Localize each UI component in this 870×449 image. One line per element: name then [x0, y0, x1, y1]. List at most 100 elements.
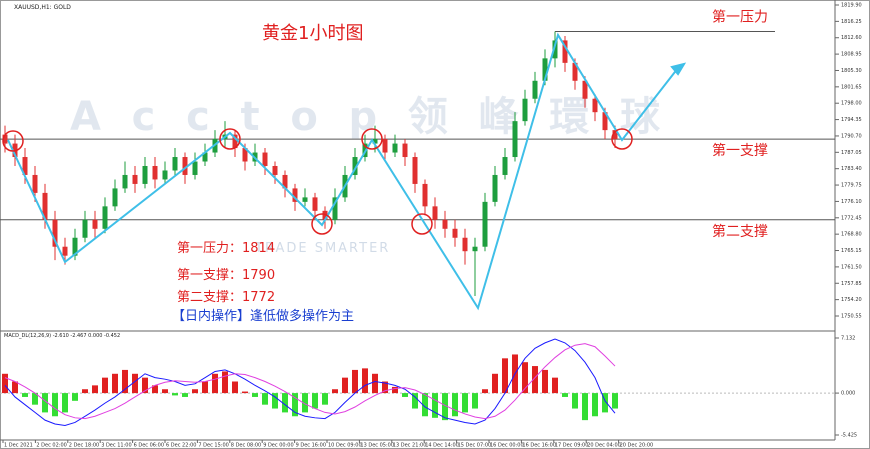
- histogram-bar: [182, 393, 188, 397]
- candle-body: [82, 219, 88, 238]
- histogram-bar: [312, 393, 318, 409]
- y-tick-label: -5.425: [841, 433, 857, 439]
- circle: [411, 213, 433, 235]
- histogram-bar: [552, 377, 558, 394]
- circle: [2, 130, 24, 152]
- candle-body: [172, 157, 178, 171]
- histogram-bar: [132, 373, 138, 394]
- circle: [219, 128, 241, 150]
- histogram-bar: [572, 393, 578, 409]
- histogram-bar: [92, 385, 98, 394]
- histogram-bar: [442, 393, 448, 421]
- histogram-bar: [242, 391, 248, 394]
- zigzag: [7, 32, 679, 311]
- x-tick-label: 16 Dec 00:00: [490, 443, 524, 449]
- x-tick-label: 7 Dec 15:00: [198, 443, 228, 449]
- circle: [611, 128, 633, 150]
- y-tick-label: 1765.15: [841, 248, 862, 254]
- histogram-bar: [272, 393, 278, 409]
- y-tick-label: 1761.50: [841, 264, 862, 270]
- histogram-bar: [612, 393, 618, 409]
- candle-body: [112, 188, 118, 207]
- candle-body: [602, 112, 608, 131]
- candle-body: [52, 219, 58, 247]
- y-tick-label: 1805.30: [841, 68, 862, 74]
- circle: [361, 128, 383, 150]
- histogram-bar: [122, 369, 128, 394]
- histogram-bar: [532, 366, 538, 394]
- histogram-bar: [42, 393, 48, 413]
- histogram-bar: [402, 393, 408, 397]
- level-label: 第一压力: [712, 8, 768, 25]
- candle-body: [592, 98, 598, 113]
- candle-body: [442, 219, 448, 229]
- candle-body: [532, 80, 538, 99]
- histogram-bar: [542, 369, 548, 394]
- x-tick-label: 9 Dec 00:00: [263, 443, 293, 449]
- histogram-bar: [232, 381, 238, 394]
- y-tick-label: 1772.45: [841, 215, 862, 221]
- y-tick-label: 1808.95: [841, 52, 862, 58]
- macd-line: [4, 343, 616, 420]
- histogram-bar: [172, 393, 178, 396]
- circles: [2, 128, 633, 235]
- candle-body: [182, 157, 188, 175]
- candle-body: [282, 174, 288, 189]
- candle-body: [42, 192, 48, 220]
- candle-body: [122, 174, 128, 189]
- strategy-note: 【日内操作】逢低做多操作为主: [172, 308, 354, 324]
- y-tick-label: 1783.40: [841, 166, 862, 172]
- x-tick-label: 13 Dec 05:00: [360, 443, 394, 449]
- level-label: 第二支撑: [712, 223, 768, 240]
- histogram-bar: [372, 373, 378, 394]
- candle-body: [462, 237, 468, 252]
- y-tick-label: 1754.20: [841, 297, 862, 303]
- trend-drawing: [7, 32, 687, 311]
- macd-line: [4, 338, 616, 427]
- candle-body: [392, 143, 398, 153]
- histogram-bar: [12, 381, 18, 394]
- histogram-bar: [562, 393, 568, 397]
- histogram-bar: [52, 393, 58, 417]
- histogram-bar: [422, 393, 428, 417]
- x-tick-label: 20 Dec 04:00: [587, 443, 621, 449]
- histogram-bar: [252, 393, 258, 397]
- candle-body: [352, 157, 358, 175]
- candle-body: [292, 188, 298, 202]
- histogram-bar: [382, 381, 388, 394]
- circle: [311, 213, 333, 235]
- x-tick-label: 16 Dec 16:00: [522, 443, 556, 449]
- histogram-bar: [522, 362, 528, 394]
- histogram-bar: [362, 368, 368, 394]
- x-tick-label: 9 Dec 16:00: [296, 443, 326, 449]
- candle-body: [242, 148, 248, 162]
- histogram-bar: [392, 386, 398, 394]
- histogram-bar: [22, 393, 28, 397]
- histogram-bar: [82, 389, 88, 394]
- candle-body: [102, 206, 108, 229]
- y-tick-label: 1794.35: [841, 117, 862, 123]
- candle-body: [152, 165, 158, 180]
- candle-body: [382, 139, 388, 153]
- x-tick-label: 6 Dec 06:00: [134, 443, 164, 449]
- candle-body: [2, 134, 8, 144]
- y-tick-label: 1812.60: [841, 35, 862, 41]
- x-tick-label: 17 Dec 09:00: [555, 443, 589, 449]
- candle-body: [452, 228, 458, 238]
- macd-title: MACD_DL(12,26,9) -2.610 -2.467 0.000 -0.…: [4, 333, 120, 339]
- arrow-head: [670, 62, 687, 76]
- histogram-bar: [582, 393, 588, 421]
- candle-body: [322, 210, 328, 220]
- level-label: 第一支撑: [712, 142, 768, 159]
- candle-body: [522, 98, 528, 122]
- x-tick-label: 6 Dec 22:00: [166, 443, 196, 449]
- histogram-bar: [342, 377, 348, 394]
- histogram-bar: [2, 373, 8, 394]
- candle-body: [502, 157, 508, 175]
- histogram-bar: [142, 377, 148, 394]
- x-tick-label: 13 Dec 21:00: [393, 443, 427, 449]
- histogram-bar: [222, 371, 228, 394]
- chart-title: 黄金1小时图: [262, 23, 363, 44]
